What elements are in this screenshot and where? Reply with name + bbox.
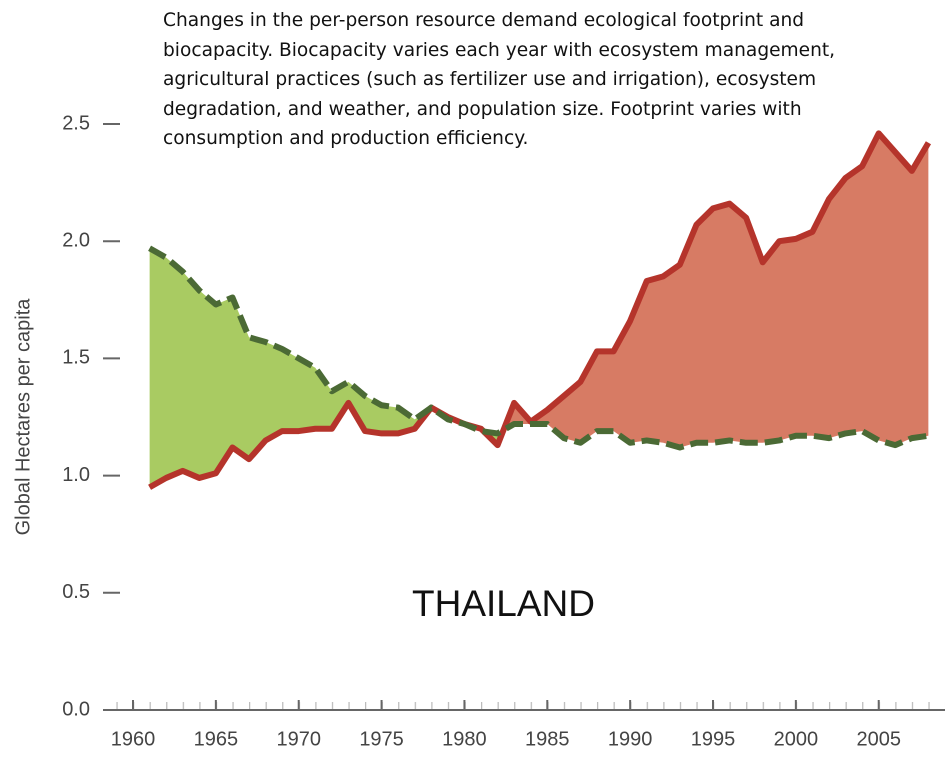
y-tick-label: 1.5 [62,347,90,369]
x-tick-label: 1995 [691,728,736,750]
x-tick-label: 1960 [111,728,156,750]
x-tick-label: 1970 [276,728,321,750]
annotation: Changes in the per-person resource deman… [163,10,836,149]
x-tick-label: 1990 [608,728,653,750]
country-label: THAILAND [412,583,595,624]
biocapacity-line [148,245,929,451]
x-tick-label: 1965 [194,728,239,750]
y-tick-label: 2.5 [62,112,90,134]
y-tick-label: 0.5 [62,581,90,603]
y-tick-label: 2.0 [62,229,90,251]
x-tick-label: 1985 [525,728,570,750]
x-tick-label: 2000 [774,728,819,750]
minor-ticks [105,702,945,710]
footprint-line [148,130,932,490]
y-tick-label: 0.0 [62,698,90,720]
y-axis-label: Global Hectares per capita [12,298,34,536]
x-tick-label: 1975 [359,728,404,750]
x-tick-label: 1980 [442,728,487,750]
x-tick-label: 2005 [856,728,901,750]
y-tick-label: 1.0 [62,464,90,486]
